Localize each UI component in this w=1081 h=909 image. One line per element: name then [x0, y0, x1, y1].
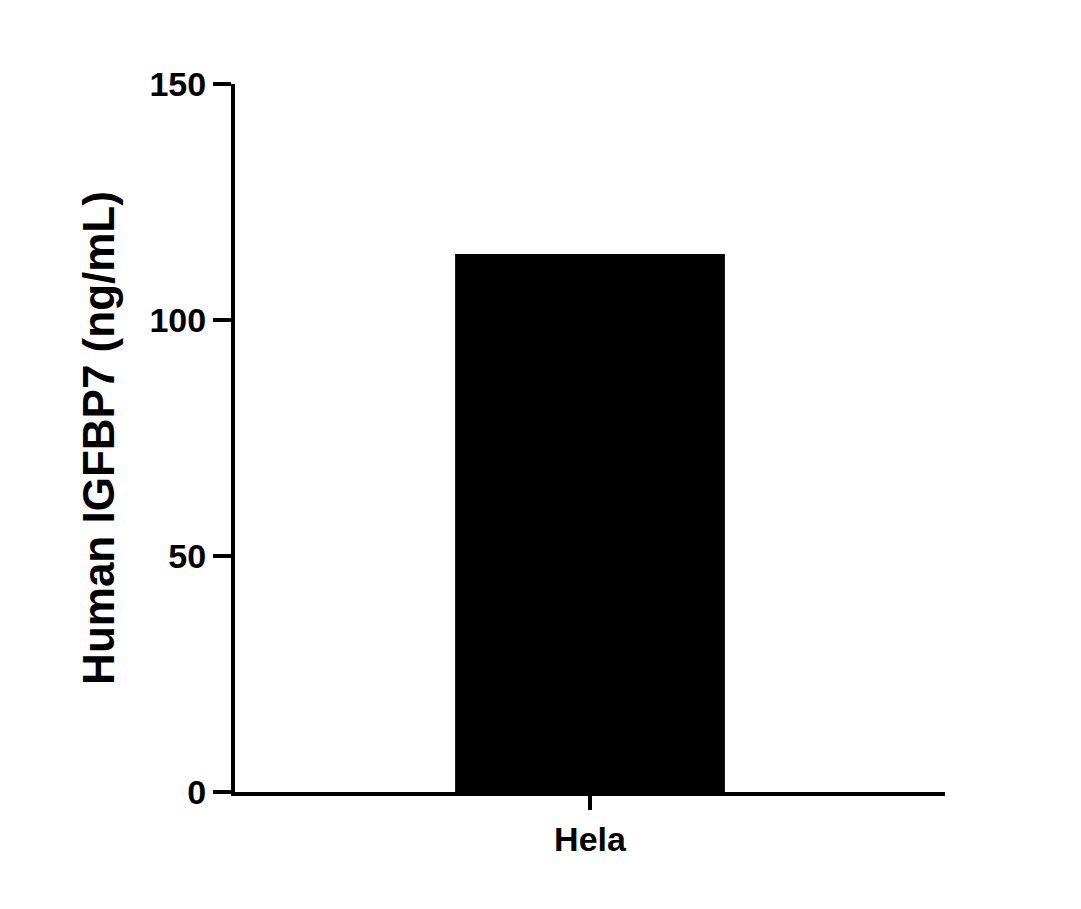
svg-text:0: 0	[187, 773, 206, 811]
svg-text:100: 100	[149, 301, 206, 339]
svg-text:Human IGFBP7 (ng/mL): Human IGFBP7 (ng/mL)	[74, 191, 123, 685]
svg-text:Hela: Hela	[554, 820, 627, 858]
svg-text:50: 50	[168, 537, 206, 575]
svg-text:150: 150	[149, 65, 206, 103]
